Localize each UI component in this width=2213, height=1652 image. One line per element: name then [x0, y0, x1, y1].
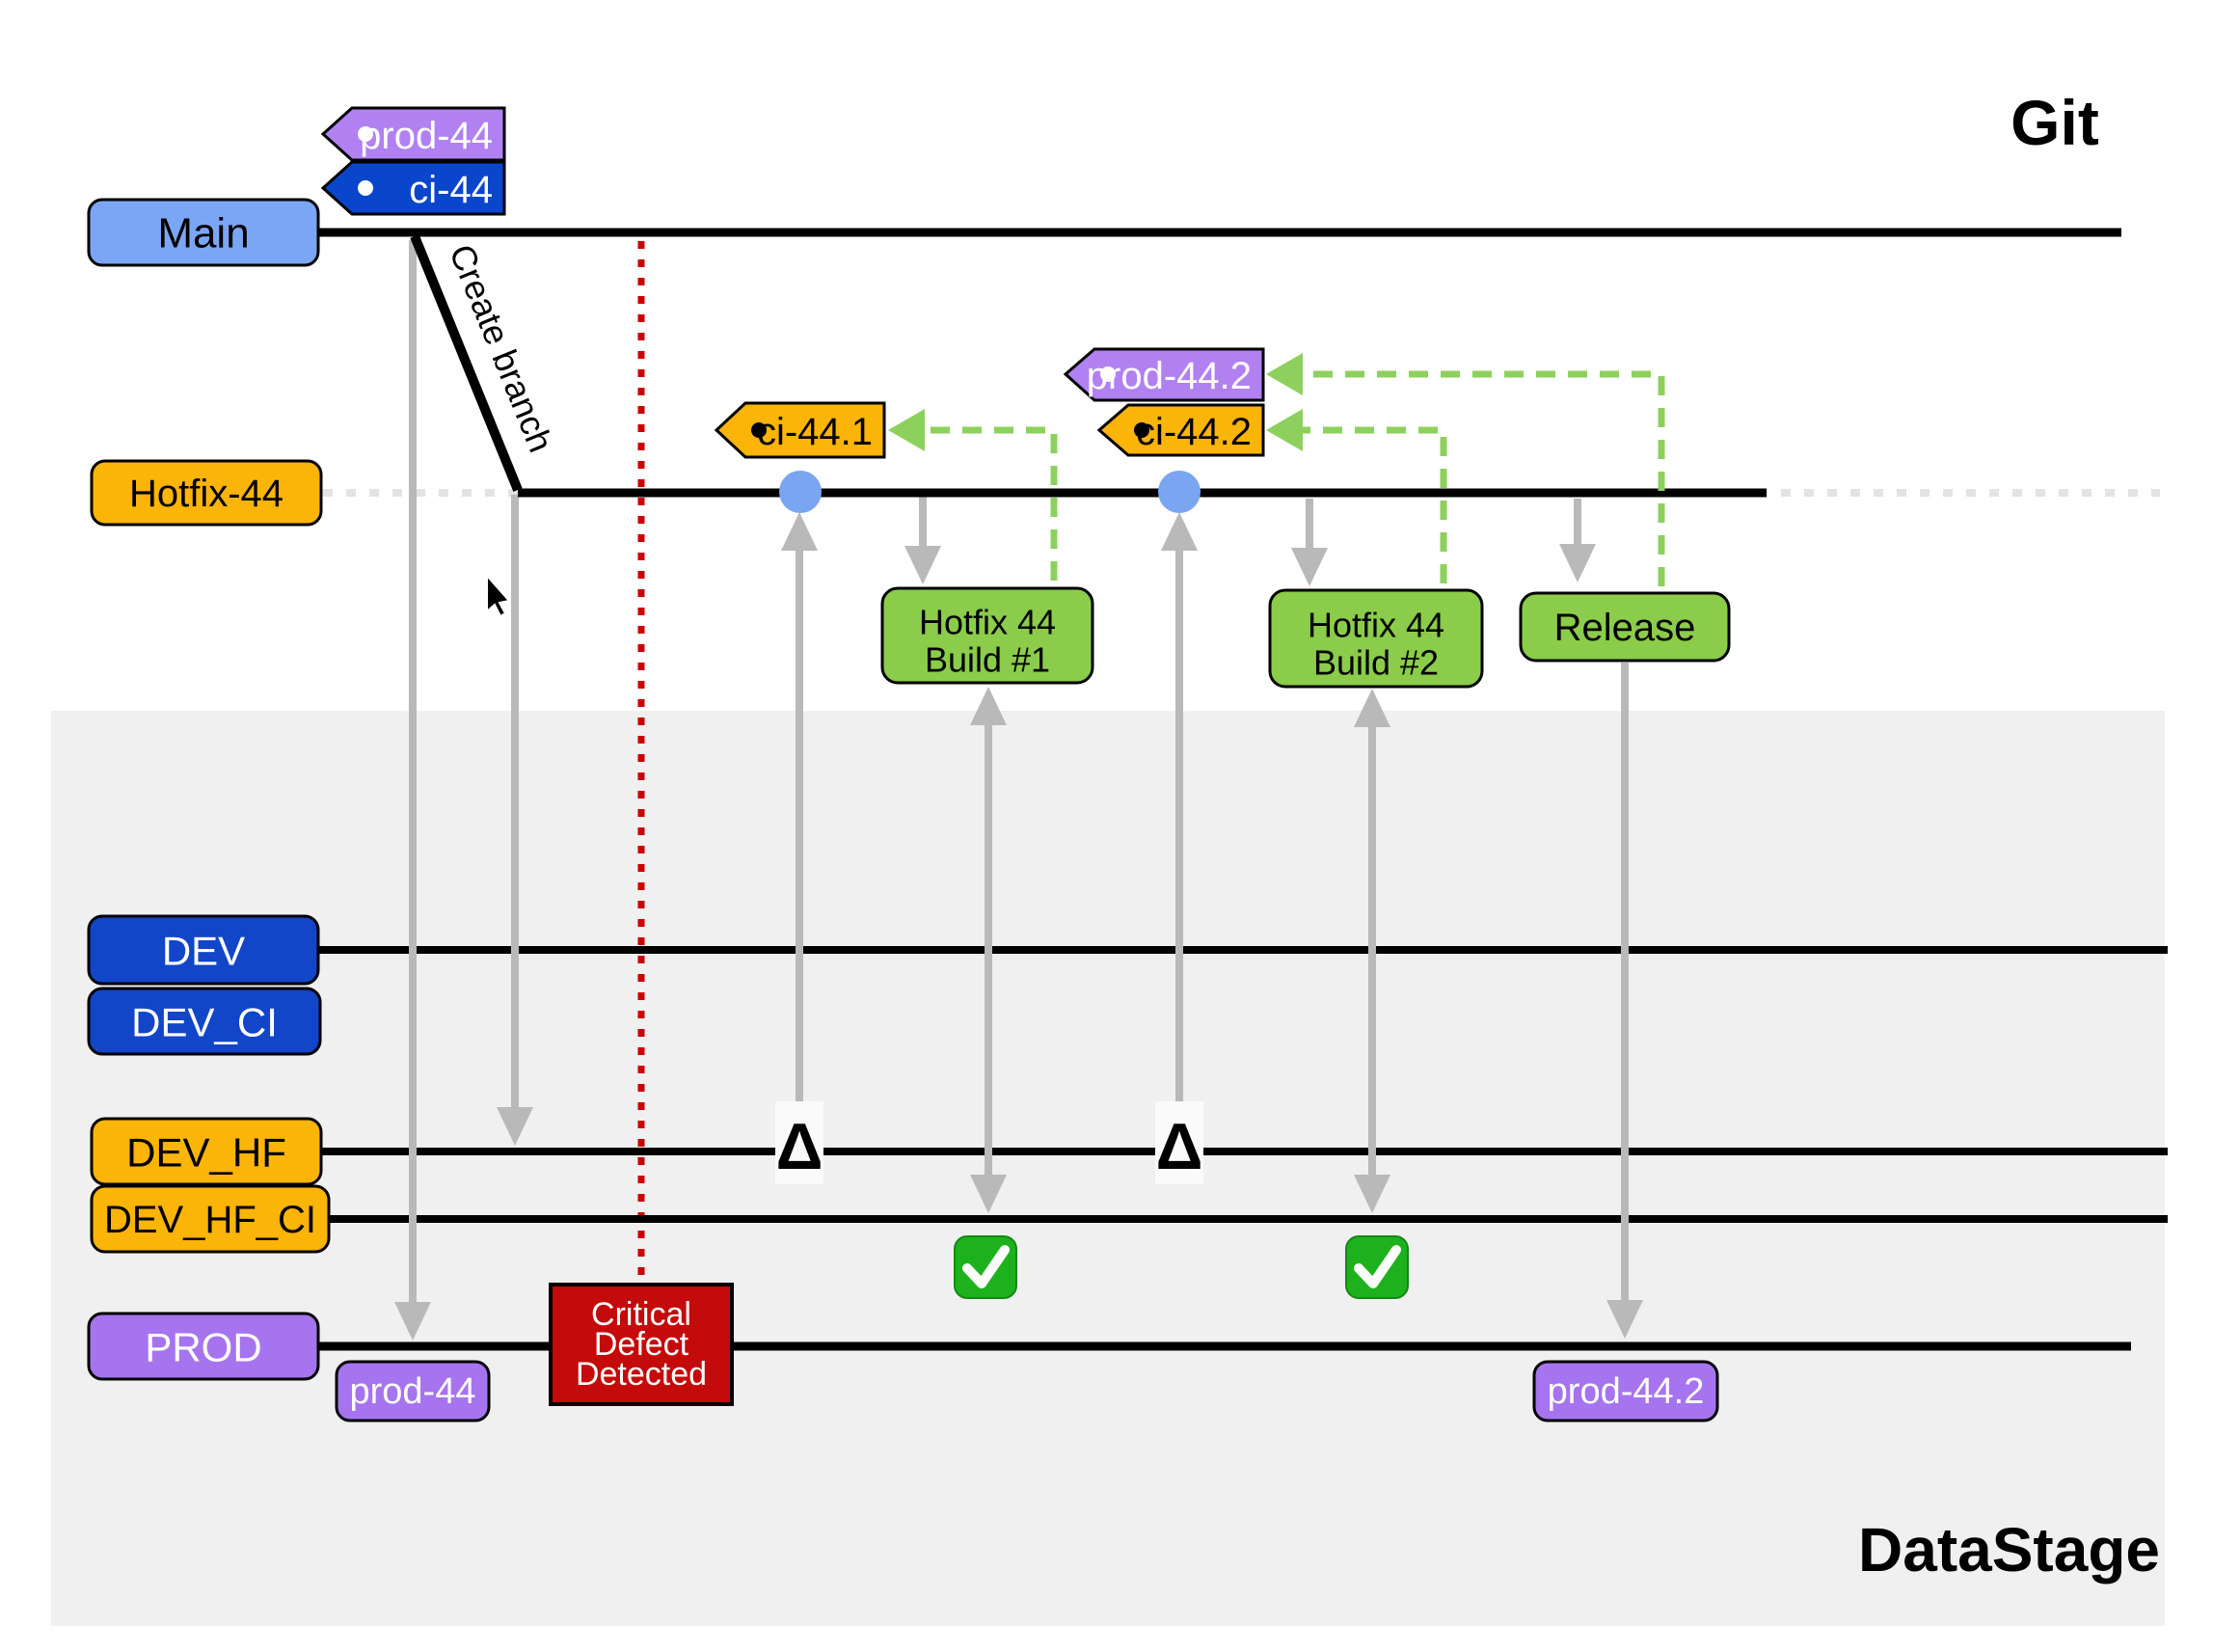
tag-ci441-shape	[714, 401, 886, 459]
tag-prod44-label: prod-44	[360, 115, 493, 157]
deployed-prod442-label: prod-44.2	[1548, 1371, 1705, 1412]
tag-ci442-shape	[1096, 403, 1265, 457]
datastage-panel	[51, 711, 2165, 1626]
tag-dot-icon	[358, 180, 373, 196]
create-branch-diagonal	[410, 234, 523, 492]
env-dev-box	[87, 914, 320, 986]
test-pass-checks	[954, 1235, 1409, 1299]
hotfix-build2-box	[1268, 588, 1484, 689]
release-box	[1519, 591, 1731, 663]
mouse-cursor-icon	[486, 573, 511, 618]
release-tag-dash	[1301, 370, 1665, 586]
tag-prod44-shape	[320, 106, 506, 162]
env-dev-label: DEV	[162, 929, 245, 974]
commit1-dot	[779, 471, 822, 513]
arrowhead-up-icon	[781, 512, 818, 551]
hotfix-build1-box	[880, 586, 1094, 685]
build2-line2: Build #2	[1313, 643, 1439, 683]
delta2-symbol: Δ	[1156, 1110, 1203, 1183]
build1-line2: Build #1	[925, 640, 1050, 680]
release-label: Release	[1554, 607, 1696, 649]
tag-ci44-shape	[320, 160, 506, 216]
delta2-backdrop	[1155, 1101, 1203, 1184]
deployed-prod44-label: prod-44	[350, 1371, 476, 1412]
build1-line1: Hotfix 44	[919, 603, 1056, 642]
env-devhf-box	[90, 1117, 323, 1186]
arrowhead-down-icon	[1606, 1300, 1643, 1339]
arrowhead-down-icon	[394, 1302, 431, 1341]
arrowhead-left-icon	[1266, 353, 1303, 395]
arrowhead-down-icon	[970, 1175, 1007, 1213]
tag-dash-lines	[923, 370, 1665, 586]
env-devhf-label: DEV_HF	[126, 1130, 286, 1176]
tag-ci442-label: ci-44.2	[1136, 411, 1252, 453]
env-prod-box	[87, 1312, 320, 1381]
tag-dot-icon	[751, 422, 767, 438]
gray-arrowheads	[394, 512, 1643, 1341]
delta1-symbol: Δ	[776, 1110, 823, 1183]
env-prod-label: PROD	[145, 1325, 261, 1370]
tag-ci44-label: ci-44	[409, 169, 493, 211]
hotfix-branch-label: Hotfix-44	[129, 473, 283, 515]
arrowhead-down-icon	[904, 546, 941, 584]
tag-dash-arrowheads	[888, 353, 1303, 451]
env-devhfci-box	[90, 1184, 331, 1254]
env-devci-box	[87, 987, 322, 1056]
delta1-backdrop	[775, 1101, 823, 1184]
env-devhfci-label: DEV_HF_CI	[104, 1199, 316, 1241]
tag-ci441-label: ci-44.1	[757, 411, 873, 453]
critical-defect-box	[549, 1283, 734, 1406]
deployed-prod442-tag	[1532, 1360, 1719, 1422]
arrowhead-up-icon	[970, 687, 1007, 725]
arrowhead-up-icon	[1354, 689, 1390, 727]
environment-labels: DEV DEV_CI DEV_HF DEV_HF_CI PROD	[87, 914, 331, 1381]
build2-line1: Hotfix 44	[1308, 606, 1444, 645]
tag-prod442-shape	[1063, 347, 1265, 402]
arrowhead-down-icon	[1559, 544, 1596, 582]
branch-labels: Main Hotfix-44	[87, 198, 323, 527]
commit2-dot	[1158, 471, 1201, 513]
tag-dot-icon	[1134, 422, 1149, 438]
check-mark-stroke	[962, 1245, 1010, 1288]
git-section-title: Git	[2011, 87, 2099, 158]
arrowhead-up-icon	[1161, 512, 1198, 551]
build-boxes: Hotfix 44 Build #1 Hotfix 44 Build #2 Re…	[880, 586, 1731, 689]
git-tag-badges: prod-44 ci-44 ci-44.1 prod-44.2 ci-44.2	[320, 106, 1265, 459]
arrowhead-left-icon	[1266, 409, 1303, 451]
deployed-prod44-tag	[335, 1360, 491, 1422]
arrowhead-down-icon	[1291, 548, 1328, 586]
check-mark-stroke	[1354, 1245, 1401, 1288]
datastage-section-title: DataStage	[1858, 1515, 2160, 1584]
hotfix-branch-label-box	[90, 459, 323, 527]
critical-defect-line2: Defect	[594, 1326, 689, 1363]
main-branch-label-box	[87, 198, 320, 267]
arrowhead-left-icon	[888, 409, 925, 451]
env-devci-label: DEV_CI	[131, 1000, 278, 1045]
arrowhead-down-icon	[497, 1107, 533, 1146]
build1-tag-dash	[923, 426, 1058, 581]
build2-tag-dash	[1301, 426, 1447, 583]
critical-defect-line1: Critical	[591, 1296, 691, 1333]
tag-prod442-label: prod-44.2	[1087, 355, 1252, 397]
gray-arrows	[409, 240, 1629, 1304]
main-branch-label: Main	[157, 210, 249, 257]
critical-defect-line3: Detected	[576, 1356, 707, 1393]
prod-deploy-tags: prod-44 prod-44.2	[335, 1360, 1719, 1422]
tag-dot-icon	[358, 126, 373, 142]
arrowhead-down-icon	[1354, 1175, 1390, 1213]
tag-dot-icon	[1100, 366, 1116, 382]
